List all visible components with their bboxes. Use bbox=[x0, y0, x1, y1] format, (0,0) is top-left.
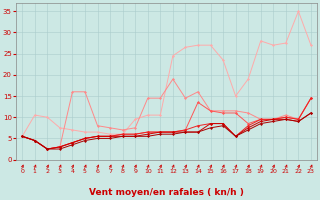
X-axis label: Vent moyen/en rafales ( kn/h ): Vent moyen/en rafales ( kn/h ) bbox=[89, 188, 244, 197]
